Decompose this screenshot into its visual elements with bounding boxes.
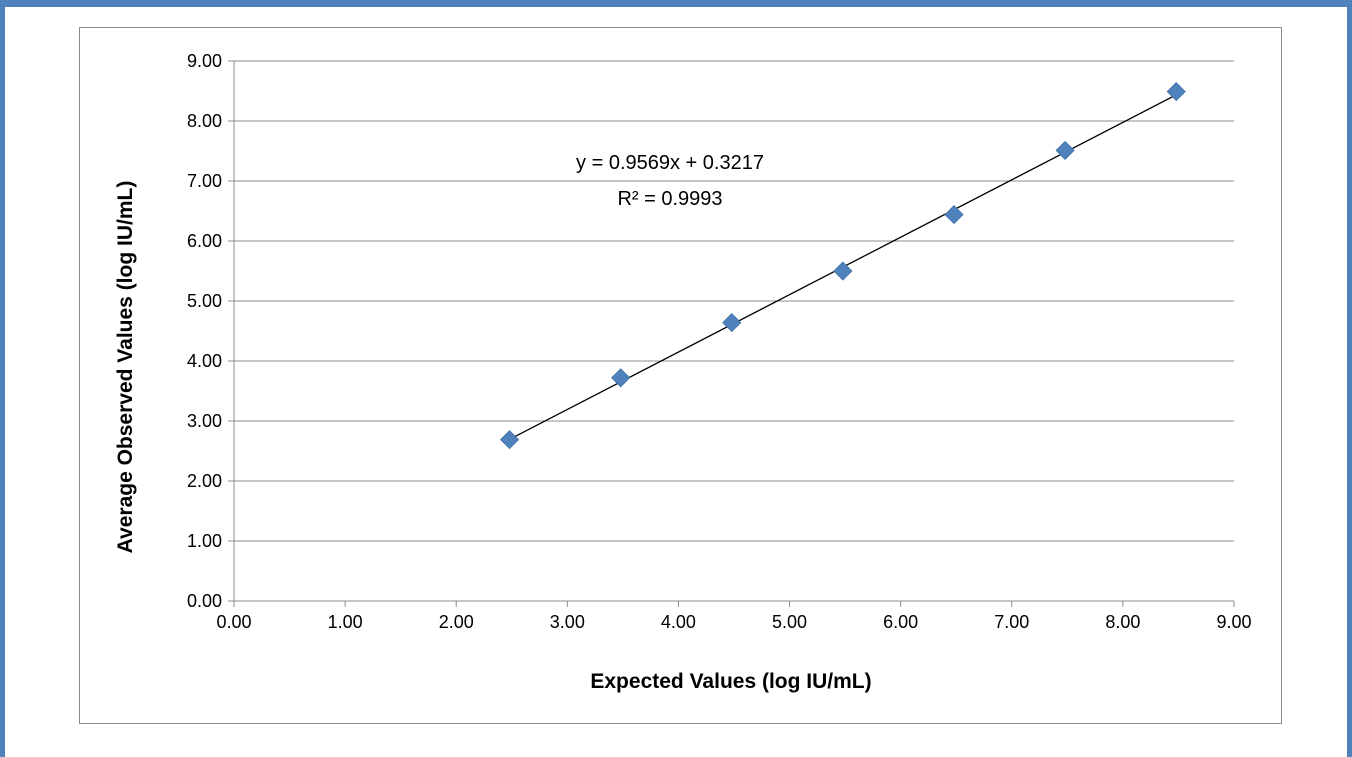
y-tick-label-1: 1.00 [187,531,222,551]
x-tick-label-1: 1.00 [328,612,363,632]
axes [228,60,1235,607]
r-squared-label: R² = 0.9993 [617,188,722,210]
data-point-1 [611,368,631,388]
x-tick-label-3: 3.00 [550,612,585,632]
data-points [499,82,1186,450]
x-tick-label-2: 2.00 [439,612,474,632]
y-tick-label-3: 3.00 [187,411,222,431]
x-tick-labels: 0.00 1.00 2.00 3.00 4.00 5.00 6.00 7.00 8.00 9.00 [216,612,1251,632]
y-tick-label-4: 4.00 [187,351,222,371]
y-tick-label-8: 8.00 [187,111,222,131]
x-tick-label-4: 4.00 [661,612,696,632]
x-tick-label-8: 8.00 [1105,612,1140,632]
trendline-equation: y = 0.9569x + 0.3217 [576,152,764,174]
data-point-4 [944,205,964,225]
y-tick-labels: 0.00 1.00 2.00 3.00 4.00 5.00 6.00 7.00 8.00 9.00 [187,51,222,611]
x-tick-label-5: 5.00 [772,612,807,632]
y-tick-label-2: 2.00 [187,471,222,491]
y-tick-label-5: 5.00 [187,291,222,311]
x-tick-label-0: 0.00 [216,612,251,632]
chart-area: 0.00 1.00 2.00 3.00 4.00 5.00 6.00 7.00 8.00 9.00… [79,27,1282,724]
x-tick-label-9: 9.00 [1216,612,1251,632]
y-tick-label-7: 7.00 [187,171,222,191]
data-point-0 [499,430,520,450]
data-point-6 [1166,82,1186,102]
data-point-5 [1055,140,1075,160]
y-tick-label-0: 0.00 [187,591,222,611]
scatter-chart: 0.00 1.00 2.00 3.00 4.00 5.00 6.00 7.00 8.00 9.00… [114,51,1252,693]
x-axis-title: Expected Values (log IU/mL) [590,670,871,693]
x-tick-label-6: 6.00 [883,612,918,632]
y-axis-title: Average Observed Values (log IU/mL) [114,181,137,554]
data-point-3 [833,261,853,281]
y-tick-label-9: 9.00 [187,51,222,71]
y-tick-label-6: 6.00 [187,231,222,251]
gridlines [234,60,1234,542]
data-point-2 [722,313,742,333]
x-tick-label-7: 7.00 [994,612,1029,632]
